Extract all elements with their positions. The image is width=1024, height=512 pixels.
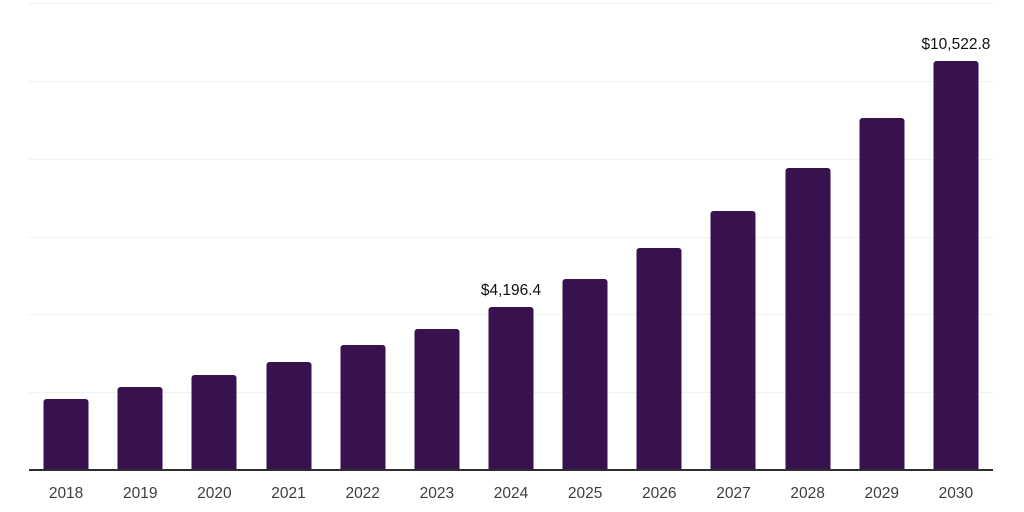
bar-2022 <box>340 345 386 470</box>
bar-2029 <box>859 117 905 470</box>
x-axis-label-2026: 2026 <box>642 485 677 502</box>
x-axis-label-2027: 2027 <box>716 485 751 502</box>
bar-2024 <box>488 306 534 470</box>
bar-2027 <box>710 210 756 470</box>
x-axis-line <box>29 469 993 471</box>
x-axis-label-2020: 2020 <box>197 485 232 502</box>
x-axis-label-2021: 2021 <box>271 485 306 502</box>
gridline <box>29 158 993 160</box>
bar-2020 <box>191 375 237 470</box>
bar-value-label-2030: $10,522.8 <box>921 36 991 53</box>
bar-2028 <box>785 168 831 470</box>
bar-2021 <box>266 361 312 470</box>
x-axis-label-2024: 2024 <box>493 485 529 502</box>
bar-2018 <box>43 398 89 470</box>
bar-2030 <box>933 60 979 470</box>
bar-2025 <box>562 278 608 470</box>
x-axis-label-2030: 2030 <box>938 485 974 502</box>
x-axis-label-2028: 2028 <box>790 485 825 502</box>
x-axis-label-2029: 2029 <box>864 485 900 502</box>
bar-value-label-2024: $4,196.4 <box>480 282 542 300</box>
bar-2026 <box>636 247 682 470</box>
x-axis-label-2023: 2023 <box>419 485 455 502</box>
x-axis-label-2018: 2018 <box>48 485 84 502</box>
x-axis-label-2019: 2019 <box>122 485 158 502</box>
bar-2023 <box>414 328 460 470</box>
gridline <box>29 236 993 238</box>
gridline <box>29 80 993 82</box>
x-axis-label-2022: 2022 <box>345 485 380 502</box>
x-axis-label-2025: 2025 <box>567 485 603 502</box>
plot-area: 2018 2019 2020 2021 2022 2023 2024 $4,196.4 2025… <box>29 3 993 501</box>
gridline <box>29 3 993 4</box>
bar-2019 <box>117 387 163 470</box>
